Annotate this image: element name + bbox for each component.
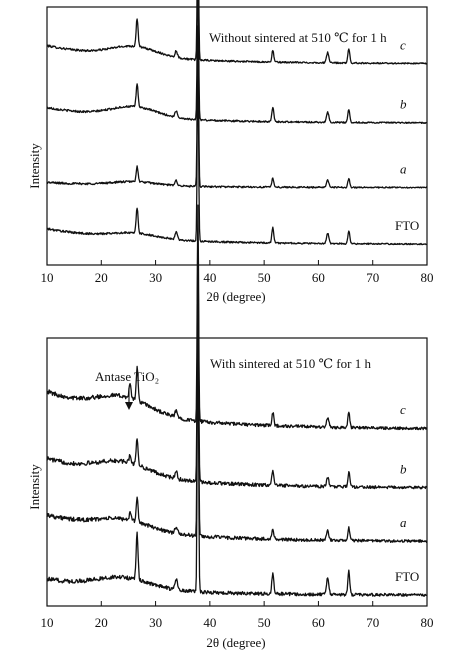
curve-label-fto: FTO (395, 569, 419, 584)
top-plot-frame (46, 6, 428, 266)
x-tick-label: 80 (421, 615, 434, 630)
anatase-annotation: Antase TiO₂ (95, 369, 159, 384)
trace-a (46, 279, 428, 543)
x-tick-label: 60 (312, 615, 325, 630)
top-y-axis-label: Intensity (27, 143, 42, 189)
x-tick-label: 20 (95, 615, 108, 630)
top-curve-labels: c b a FTO (395, 37, 419, 233)
x-tick-label: 10 (41, 615, 54, 630)
trace-b (46, 240, 428, 490)
curve-label-a: a (400, 515, 407, 530)
trace-fto (46, 323, 428, 597)
x-tick-label: 70 (366, 270, 379, 285)
x-tick-label: 60 (312, 270, 325, 285)
curve-label-c: c (400, 37, 406, 52)
top-x-axis-label: 2θ (degree) (206, 289, 265, 304)
curve-label-b: b (400, 97, 407, 112)
trace-c (46, 0, 428, 65)
x-tick-label: 30 (149, 615, 162, 630)
x-tick-label: 50 (258, 270, 271, 285)
bottom-traces (46, 204, 428, 597)
x-tick-label: 70 (366, 615, 379, 630)
top-traces (46, 0, 428, 246)
trace-b (46, 0, 428, 125)
curve-label-a: a (400, 161, 407, 176)
curve-label-fto: FTO (395, 218, 419, 233)
top-x-ticks: 10 20 30 40 50 60 70 80 (41, 260, 434, 285)
bottom-y-axis-label: Intensity (27, 464, 42, 510)
bottom-plot-frame (46, 337, 428, 607)
top-panel: 10 20 30 40 50 60 70 80 Without sintered at 510… (27, 0, 434, 304)
bottom-curve-labels: c b a FTO (395, 402, 419, 584)
bottom-x-ticks: 10 20 30 40 50 60 70 80 (41, 601, 434, 630)
x-tick-label: 10 (41, 270, 54, 285)
anatase-arrow (125, 388, 133, 410)
curve-label-b: b (400, 461, 407, 476)
trace-a (46, 25, 428, 189)
bottom-panel-title: With sintered at 510 ℃ for 1 h (210, 356, 371, 371)
curve-label-c: c (400, 402, 406, 417)
top-panel-title: Without sintered at 510 ℃ for 1 h (209, 30, 387, 45)
x-tick-label: 80 (421, 270, 434, 285)
x-tick-label: 50 (258, 615, 271, 630)
trace-c (46, 204, 428, 431)
bottom-panel: 10 20 30 40 50 60 70 80 With sintered at 510 ℃ … (27, 204, 434, 650)
x-tick-label: 30 (149, 270, 162, 285)
bottom-x-axis-label: 2θ (degree) (206, 635, 265, 650)
x-tick-label: 40 (203, 270, 216, 285)
trace-fto (46, 60, 428, 246)
x-tick-label: 40 (203, 615, 216, 630)
x-tick-label: 20 (95, 270, 108, 285)
